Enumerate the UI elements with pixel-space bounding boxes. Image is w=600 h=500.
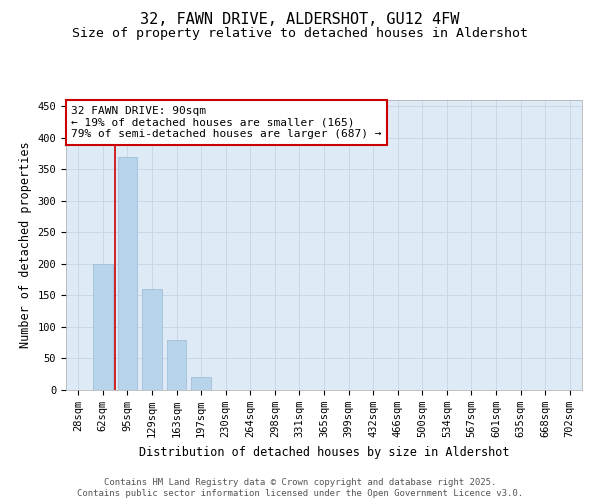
Text: 32 FAWN DRIVE: 90sqm
← 19% of detached houses are smaller (165)
79% of semi-deta: 32 FAWN DRIVE: 90sqm ← 19% of detached h… [71, 106, 382, 139]
Bar [93, 264, 113, 390]
Text: 32, FAWN DRIVE, ALDERSHOT, GU12 4FW: 32, FAWN DRIVE, ALDERSHOT, GU12 4FW [140, 12, 460, 28]
Y-axis label: Number of detached properties: Number of detached properties [19, 142, 32, 348]
Bar [118, 156, 137, 390]
Bar [167, 340, 187, 390]
Bar [191, 378, 211, 390]
X-axis label: Distribution of detached houses by size in Aldershot: Distribution of detached houses by size … [139, 446, 509, 458]
Text: Size of property relative to detached houses in Aldershot: Size of property relative to detached ho… [72, 28, 528, 40]
Bar [142, 289, 162, 390]
Text: Contains HM Land Registry data © Crown copyright and database right 2025.
Contai: Contains HM Land Registry data © Crown c… [77, 478, 523, 498]
